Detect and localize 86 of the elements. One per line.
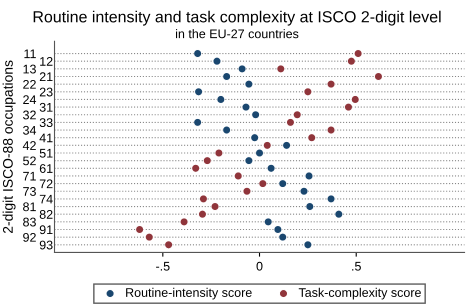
point: [334, 210, 343, 218]
point: [210, 202, 220, 211]
chart-title: Routine intensity and task complexity at ISCO 2-digit level: [34, 10, 441, 26]
point: [347, 57, 356, 66]
point: [194, 49, 202, 58]
y-tick-label: 51: [40, 148, 53, 158]
y-tick-label: 34: [23, 126, 36, 135]
point: [234, 172, 242, 180]
y-tick-label: 74: [40, 194, 53, 204]
point: [164, 240, 173, 249]
y-tick-label: 13: [24, 64, 36, 74]
point: [222, 126, 231, 134]
point: [263, 141, 272, 150]
point: [351, 95, 360, 104]
y-tick-label: 83: [23, 218, 36, 226]
point: [242, 187, 252, 196]
point: [304, 88, 312, 96]
point: [308, 134, 316, 142]
y-tick-label: 24: [23, 95, 36, 104]
point: [304, 240, 312, 249]
y-tick-label: 33: [40, 118, 53, 128]
legend-label: Task-complexity score: [298, 288, 421, 300]
y-tick-label: 93: [40, 240, 53, 250]
point: [354, 49, 362, 58]
point: [194, 88, 203, 96]
y-tick-label: 72: [40, 179, 52, 188]
y-tick-label: 21: [40, 72, 53, 82]
point: [180, 218, 188, 226]
y-tick-label: 42: [22, 141, 36, 150]
point: [326, 80, 336, 88]
point: [258, 180, 267, 188]
point: [244, 80, 253, 88]
point: [274, 225, 282, 234]
point: [264, 218, 272, 226]
point: [304, 172, 314, 180]
y-tick-label: 82: [40, 210, 52, 219]
point: [136, 225, 144, 234]
point: [276, 64, 285, 73]
y-tick-label: 61: [40, 164, 53, 173]
point: [194, 118, 202, 126]
y-tick-label: 22: [23, 80, 36, 89]
point: [198, 210, 207, 218]
point: [326, 194, 336, 203]
point: [199, 194, 208, 203]
point: [300, 187, 308, 196]
legend-label: Routine-intensity score: [126, 288, 252, 300]
point: [145, 233, 154, 242]
y-tick-label: 23: [40, 88, 53, 96]
point: [242, 103, 250, 112]
y-tick-label: 12: [40, 57, 52, 66]
y-tick-label: 81: [23, 202, 36, 212]
point: [282, 141, 291, 150]
point: [222, 72, 231, 81]
point: [267, 164, 276, 172]
y-tick-label: 71: [23, 172, 36, 180]
point: [278, 233, 287, 242]
point: [216, 95, 225, 104]
point: [326, 126, 336, 134]
point: [278, 180, 287, 188]
point: [306, 202, 314, 211]
point: [214, 148, 223, 158]
y-tick-label: 52: [23, 156, 36, 166]
point: [244, 156, 253, 165]
point: [344, 103, 353, 112]
y-tick-label: 73: [23, 187, 36, 196]
y-tick-label: 32: [23, 110, 36, 120]
x-tick-label: .5: [352, 262, 361, 271]
chart-subtitle: in the EU-27 countries: [176, 29, 298, 38]
y-axis-title: 2-digit ISCO-88 occupations: [2, 60, 16, 234]
point: [252, 110, 260, 119]
y-tick-label: 31: [40, 102, 53, 112]
x-tick-label: 0: [256, 262, 262, 271]
point: [293, 110, 302, 119]
point: [250, 134, 259, 142]
y-tick-label: 91: [40, 225, 53, 234]
x-tick-label: -.5: [156, 262, 170, 271]
y-tick-label: 92: [23, 232, 36, 242]
point: [286, 118, 295, 126]
point: [192, 164, 200, 172]
point: [238, 64, 246, 73]
point: [255, 148, 264, 158]
y-tick-label: 11: [24, 49, 36, 58]
point: [374, 72, 383, 81]
y-tick-label: 41: [40, 134, 53, 142]
point: [203, 156, 212, 165]
point: [212, 57, 222, 66]
